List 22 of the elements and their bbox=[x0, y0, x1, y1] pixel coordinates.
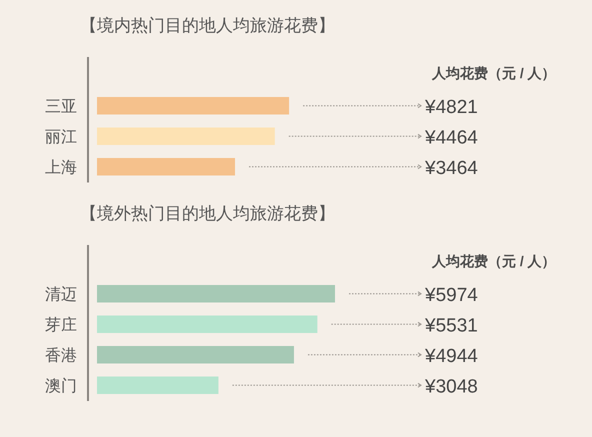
data-label: ¥5974 bbox=[424, 284, 478, 306]
text: 人均花费（元 / 人） bbox=[431, 253, 556, 269]
y-tick-label: 丽江 bbox=[45, 128, 77, 146]
data-label: ¥3048 bbox=[424, 376, 478, 398]
y-tick-label: 香港 bbox=[45, 346, 77, 364]
text: 人均花费（元 / 人） bbox=[431, 65, 556, 81]
data-label: ¥4944 bbox=[424, 346, 478, 367]
data-label: ¥4464 bbox=[424, 127, 478, 148]
bar bbox=[97, 285, 335, 302]
y-tick-label: 芽庄 bbox=[45, 316, 77, 334]
chart-title: 【境外热门目的地人均旅游花费】 bbox=[80, 204, 335, 223]
bar bbox=[97, 346, 294, 364]
data-label: ¥3464 bbox=[424, 158, 478, 179]
y-tick-label: 澳门 bbox=[45, 376, 77, 395]
y-tick-label: 上海 bbox=[45, 158, 77, 176]
y-tick-label: 清迈 bbox=[45, 285, 77, 304]
chart-title: 【境内热门目的地人均旅游花费】 bbox=[80, 16, 335, 35]
bar bbox=[97, 316, 318, 333]
data-label: ¥5531 bbox=[424, 315, 478, 336]
y-tick-label: 三亚 bbox=[45, 98, 77, 116]
bar bbox=[97, 376, 218, 394]
data-label: ¥4821 bbox=[424, 96, 478, 118]
